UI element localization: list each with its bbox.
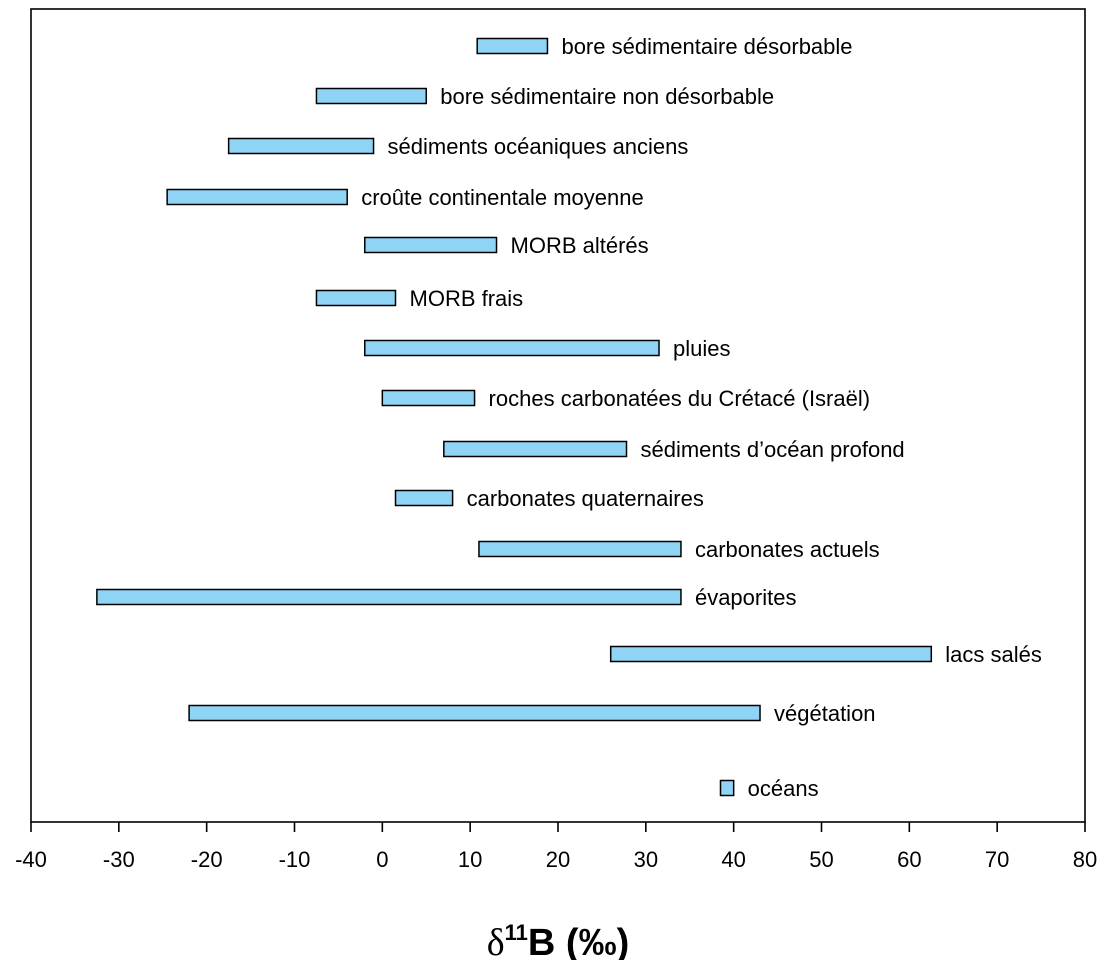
range-bar xyxy=(719,779,735,797)
x-tick-label: 60 xyxy=(897,847,921,872)
x-tick-label: -40 xyxy=(15,847,47,872)
bar-label: MORB altérés xyxy=(511,233,649,258)
range-bar xyxy=(364,339,660,357)
bar-label: bore sédimentaire désorbable xyxy=(561,34,852,59)
x-tick-label: 70 xyxy=(985,847,1009,872)
range-bar xyxy=(476,37,549,55)
bar-label: carbonates quaternaires xyxy=(467,486,704,511)
x-tick-label: 0 xyxy=(376,847,388,872)
bar-label: sédiments d’océan profond xyxy=(641,437,905,462)
x-tick-label: 20 xyxy=(546,847,570,872)
x-tick-label: 10 xyxy=(458,847,482,872)
bar-label: carbonates actuels xyxy=(695,537,880,562)
range-bar xyxy=(364,236,498,254)
plot-frame xyxy=(30,8,1086,823)
x-tick-label: 30 xyxy=(634,847,658,872)
bar-label: bore sédimentaire non désorbable xyxy=(440,84,774,109)
range-bar xyxy=(96,588,682,606)
range-bar xyxy=(227,137,375,155)
bar-label: océans xyxy=(748,776,819,801)
x-axis-title: δ11B (‰) xyxy=(487,920,629,960)
bar-label: roches carbonatées du Crétacé (Israël) xyxy=(489,386,871,411)
x-tick-label: 40 xyxy=(721,847,745,872)
x-tick-label: 50 xyxy=(809,847,833,872)
bar-label: pluies xyxy=(673,336,730,361)
bar-label: lacs salés xyxy=(945,642,1042,667)
bar-label: sédiments océaniques anciens xyxy=(388,134,689,159)
x-tick-label: -10 xyxy=(279,847,311,872)
range-bar xyxy=(188,704,761,722)
bars-group: bore sédimentaire désorbable bore sédimen… xyxy=(96,34,1042,801)
bar-label: MORB frais xyxy=(410,286,524,311)
range-bar xyxy=(394,489,454,507)
range-bar xyxy=(478,540,682,558)
range-bar xyxy=(609,645,933,663)
range-bar xyxy=(166,188,348,206)
x-axis: -40 -30 -20 -10 0 10 20 30 40 50 60 70 80 xyxy=(15,822,1097,872)
range-bar xyxy=(315,289,397,307)
bar-label: évaporites xyxy=(695,585,797,610)
x-tick-label: -30 xyxy=(103,847,135,872)
x-tick-label: 80 xyxy=(1073,847,1097,872)
x-tick-label: -20 xyxy=(191,847,223,872)
bar-label: végétation xyxy=(774,701,876,726)
range-bar xyxy=(443,440,628,458)
range-bar xyxy=(381,389,476,407)
range-bar xyxy=(315,87,428,105)
bar-label: croûte continentale moyenne xyxy=(361,185,644,210)
